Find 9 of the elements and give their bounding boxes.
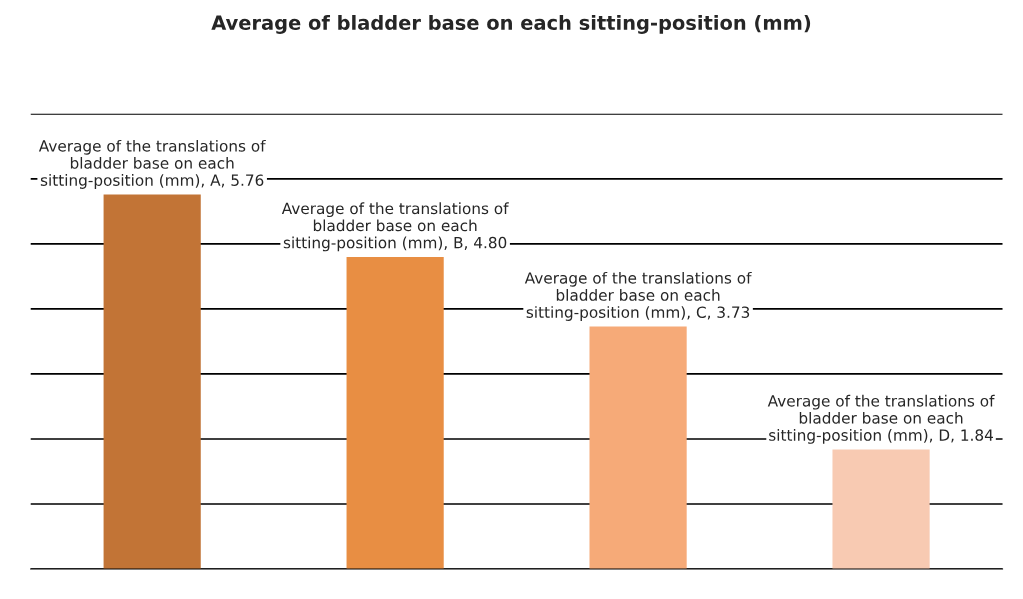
- chart-title: Average of bladder base on each sitting-position (mm): [211, 14, 811, 34]
- bar: [103, 194, 201, 570]
- bar: [589, 326, 687, 570]
- data-label: Average of the translations of bladder base on each sitting-position (mm), C, 3.73: [524, 271, 752, 321]
- data-label: Average of the translations of bladder base on each sitting-position (mm), A, 5.76: [38, 139, 266, 189]
- data-label: Average of the translations of bladder base on each sitting-position (mm), D, 1.84: [767, 394, 995, 444]
- bar: [832, 449, 930, 570]
- bar: [346, 256, 444, 570]
- data-label: Average of the translations of bladder base on each sitting-position (mm), B, 4.80: [281, 202, 509, 252]
